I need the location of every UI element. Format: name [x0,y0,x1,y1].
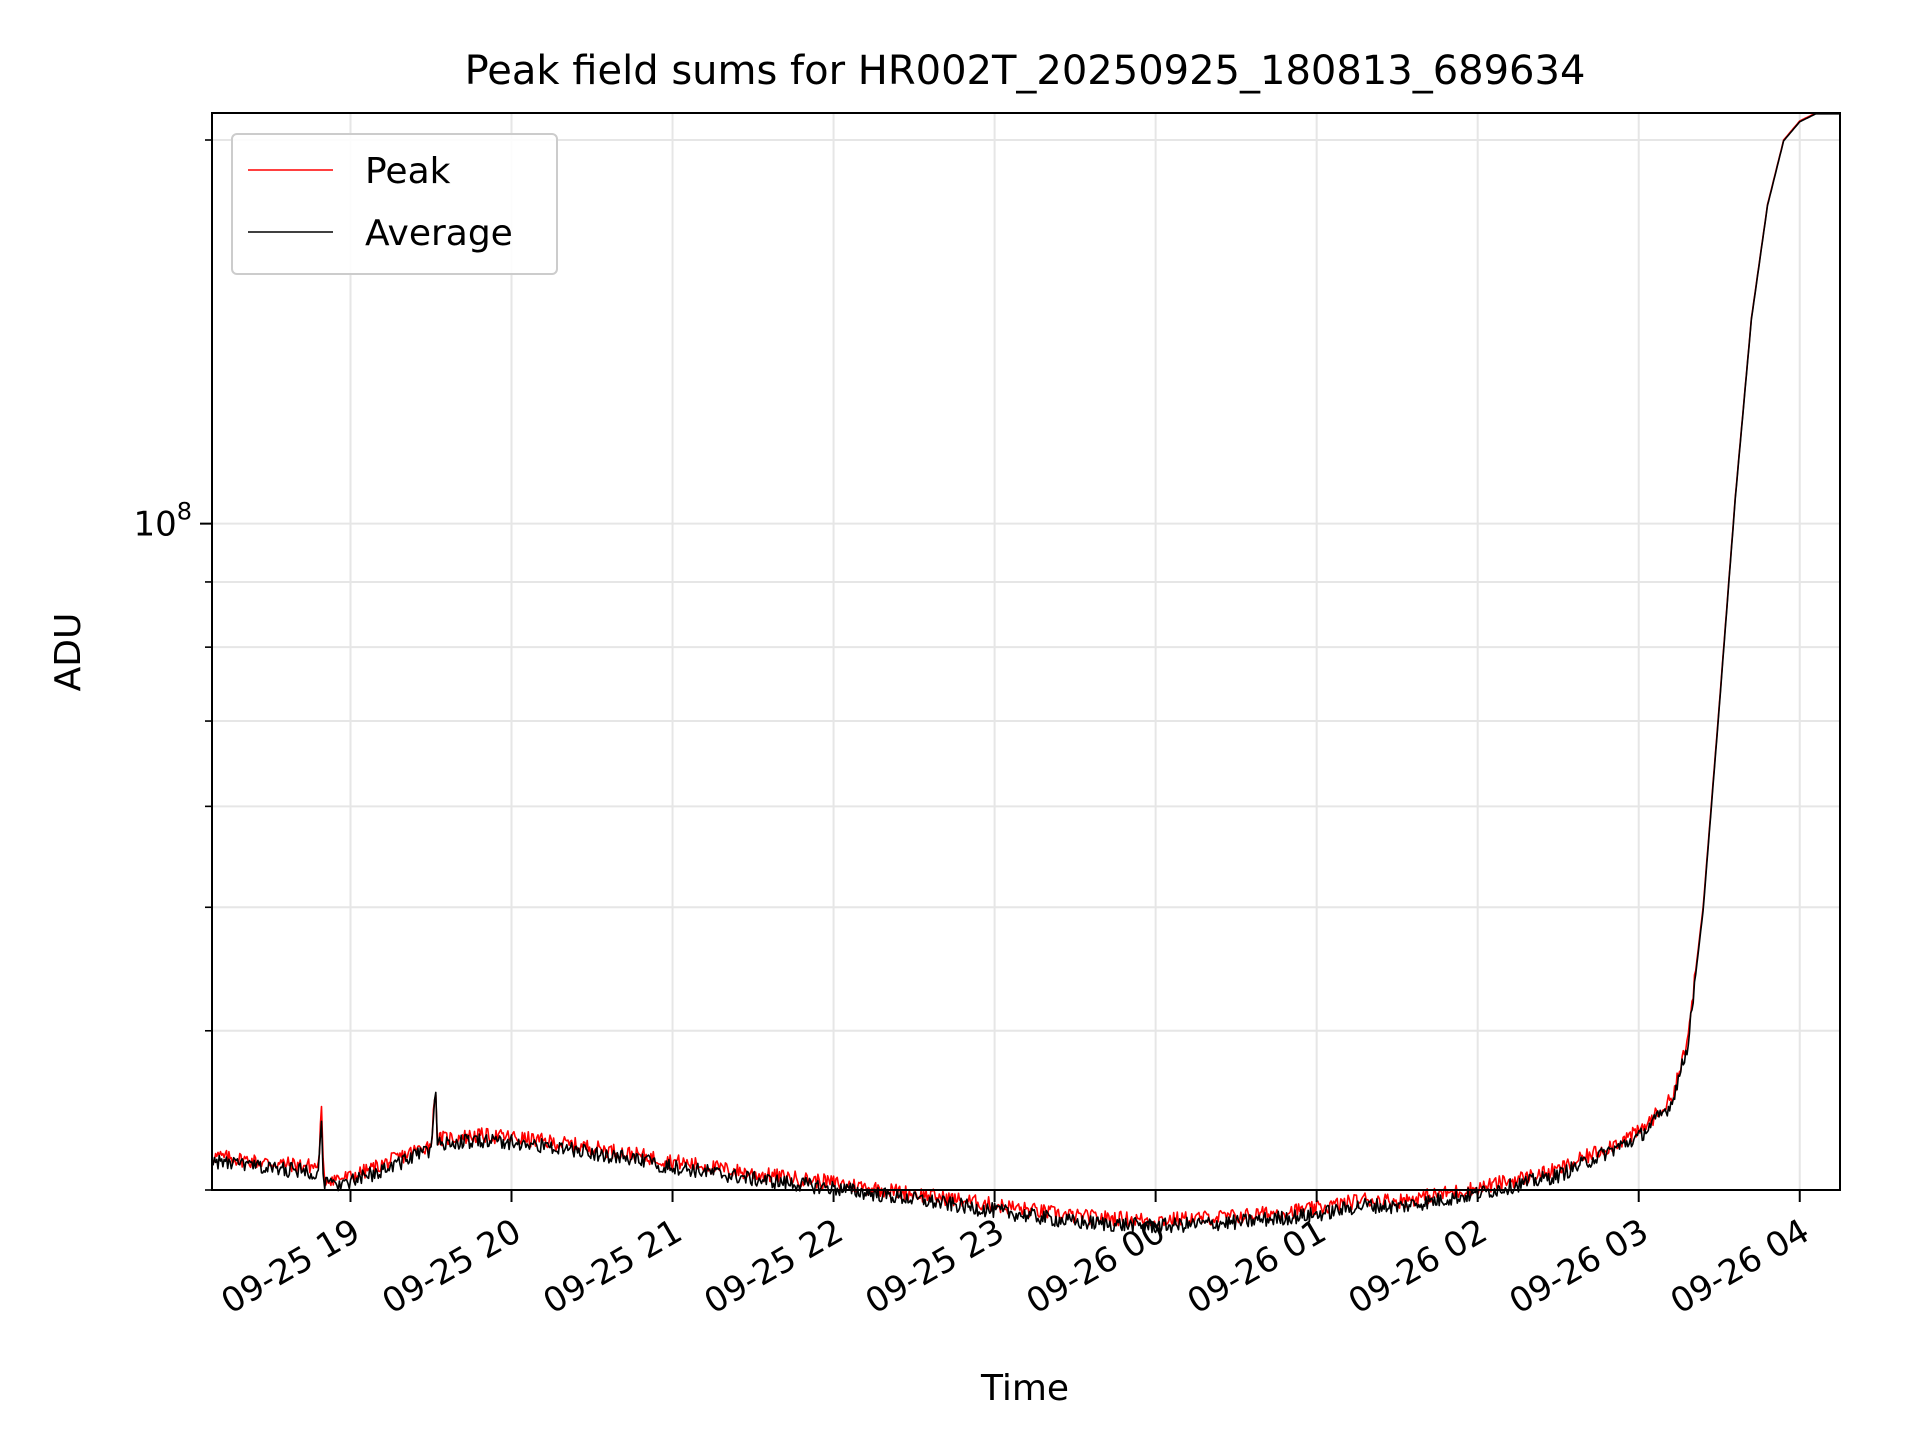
y-axis-label: ADU [48,613,89,692]
chart-title: Peak field sums for HR002T_20250925_1808… [465,48,1586,94]
legend: Peak Average [231,133,558,275]
plot-frame [211,112,1841,1191]
series-layer [211,112,1840,1234]
legend-box [231,133,558,275]
y-tick-label-base: 10 [133,505,176,545]
x-axis-label: Time [980,1368,1069,1409]
y-tick-label-exponent: 8 [177,498,192,526]
legend-label-peak: Peak [365,151,451,192]
grid-layer [212,113,1840,1191]
y-tick-label: 108 [133,498,192,545]
series-line-average [211,113,1840,1234]
legend-label-average: Average [365,213,513,254]
